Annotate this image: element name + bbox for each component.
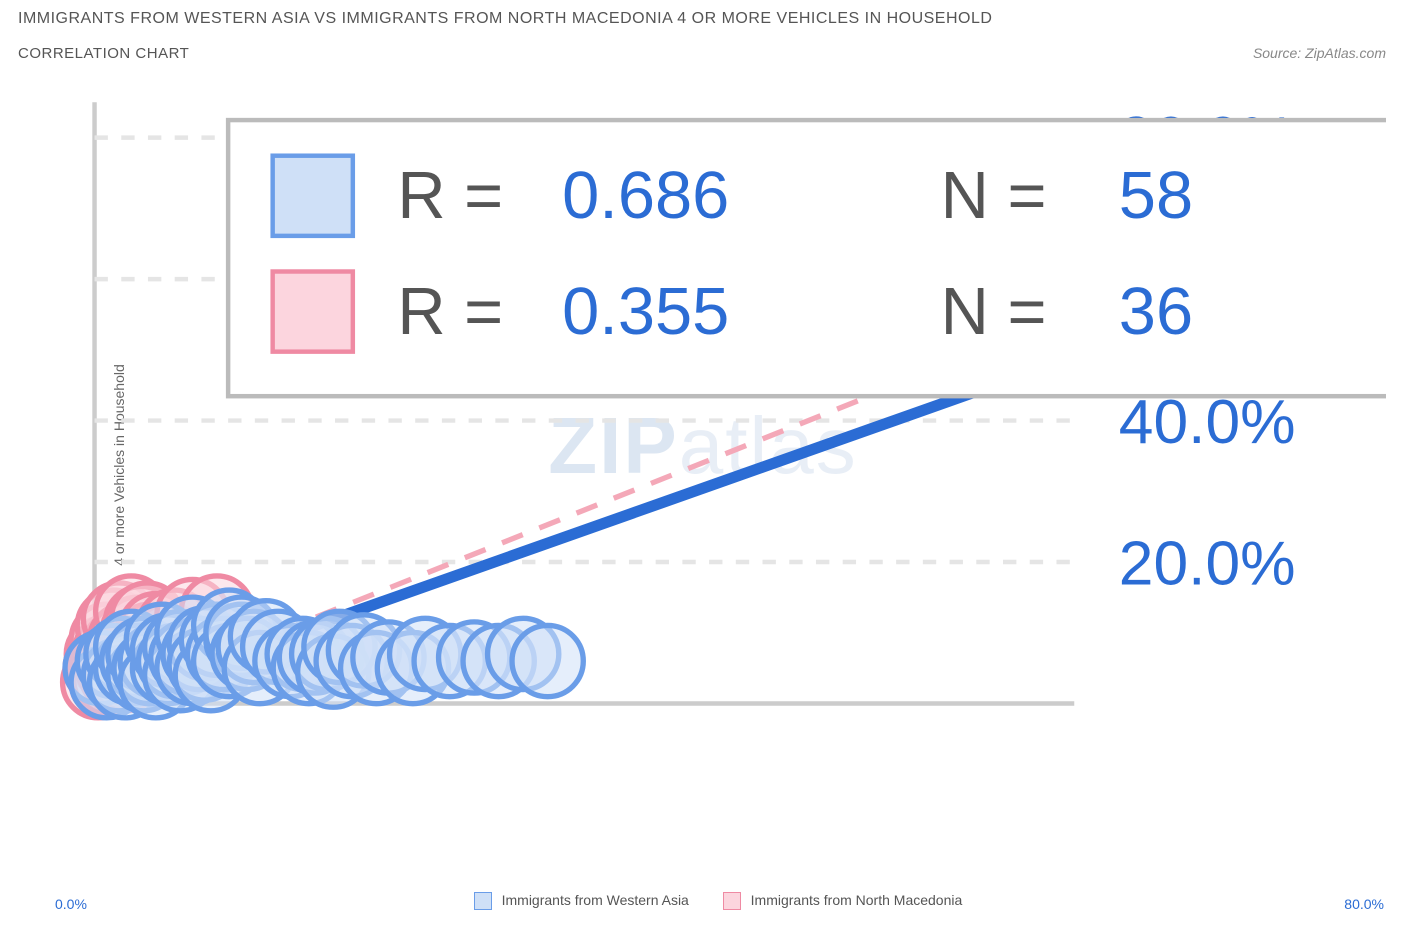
legend-bottom: Immigrants from Western Asia Immigrants …	[0, 892, 1406, 910]
chart-title-line2: CORRELATION CHART	[18, 45, 189, 62]
svg-text:36: 36	[1119, 275, 1193, 349]
source-label: Source: ZipAtlas.com	[1253, 45, 1386, 61]
legend-swatch-pink	[723, 892, 741, 910]
svg-text:R =: R =	[397, 159, 503, 233]
svg-text:58: 58	[1119, 159, 1193, 233]
svg-text:20.0%: 20.0%	[1119, 529, 1296, 598]
chart-title-line1: IMMIGRANTS FROM WESTERN ASIA VS IMMIGRAN…	[18, 10, 992, 28]
legend-label-blue: Immigrants from Western Asia	[502, 892, 689, 908]
svg-text:0.355: 0.355	[562, 275, 729, 349]
svg-text:0.686: 0.686	[562, 159, 729, 233]
correlation-scatter-chart: 20.0%40.0%60.0%80.0%R =0.686N =58R =0.35…	[50, 80, 1386, 748]
legend-label-pink: Immigrants from North Macedonia	[751, 892, 963, 908]
svg-text:R =: R =	[397, 275, 503, 349]
legend-swatch-blue	[474, 892, 492, 910]
svg-text:N =: N =	[941, 275, 1047, 349]
svg-text:N =: N =	[941, 159, 1047, 233]
